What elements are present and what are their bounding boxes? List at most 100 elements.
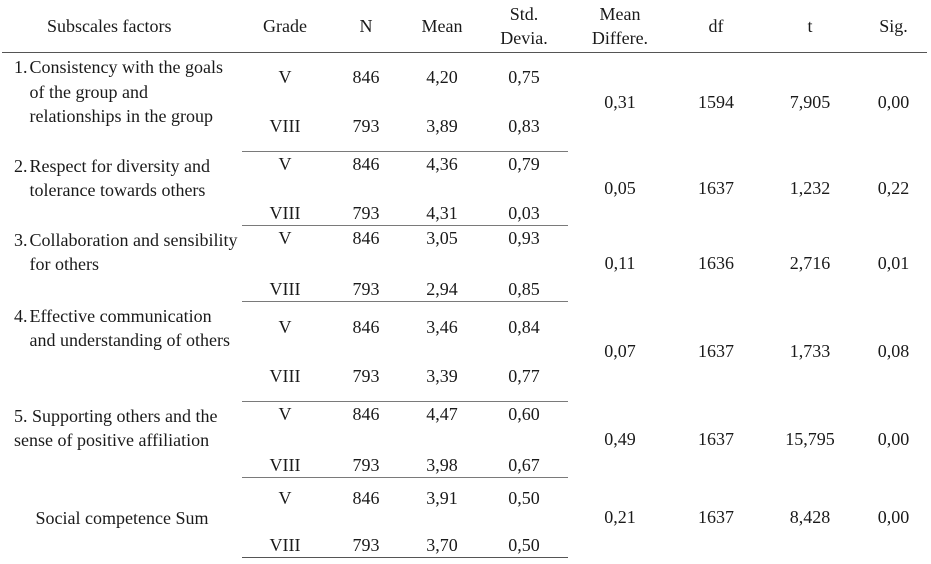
- n-cell: 846: [352, 228, 380, 248]
- n-cell: 846: [352, 404, 380, 424]
- mean-difference-cell: 0,21: [604, 507, 636, 528]
- table-row: 4. Effective communication and understan…: [2, 302, 927, 362]
- header-md-line2: Differe.: [591, 28, 649, 48]
- header-std-line1: Std.: [509, 3, 539, 24]
- header-std-deviation: Std. Devia.: [480, 0, 568, 53]
- table-row: 5. Supporting others and the sense of po…: [2, 402, 927, 450]
- table-row: VIII 793 3,70 0,50: [2, 517, 927, 558]
- std-cell: 0,79: [508, 154, 540, 174]
- factor-number: 2.: [14, 155, 28, 176]
- factor-label: Consistency with the goals of the group …: [29, 57, 223, 126]
- df-cell: 1637: [698, 429, 734, 450]
- header-std-line2: Devia.: [500, 28, 548, 48]
- n-cell: 793: [328, 101, 404, 152]
- std-cell: 0,83: [480, 101, 568, 152]
- factor-label: Respect for diversity and tolerance towa…: [29, 155, 210, 201]
- header-md-line1: Mean: [599, 3, 641, 24]
- df-cell: 1637: [698, 341, 734, 362]
- mean-cell: 4,31: [404, 188, 480, 226]
- table-row: 1. Consistency with the goals of the gro…: [2, 53, 927, 126]
- grade-cell: VIII: [242, 517, 328, 558]
- factor-cell: 2. Respect for diversity and tolerance t…: [2, 152, 242, 226]
- n-cell: 846: [352, 67, 380, 87]
- n-cell: 846: [352, 316, 380, 337]
- grade-cell: VIII: [242, 351, 328, 402]
- grade-cell: V: [278, 67, 292, 87]
- std-cell: 0,03: [480, 188, 568, 226]
- std-cell: 0,75: [508, 67, 540, 87]
- t-cell: 1,733: [789, 341, 831, 362]
- std-cell: 0,93: [508, 228, 540, 248]
- df-cell: 1637: [698, 507, 734, 528]
- n-cell: 846: [352, 154, 380, 174]
- grade-cell: V: [278, 316, 292, 337]
- t-cell: 7,905: [789, 92, 831, 112]
- grade-cell: V: [278, 404, 292, 424]
- mean-cell: 4,20: [426, 67, 458, 87]
- t-cell: 8,428: [789, 507, 831, 528]
- std-cell: 0,50: [508, 487, 540, 508]
- table-row: VIII 793 2,94 0,85: [2, 263, 927, 302]
- table-row: 2. Respect for diversity and tolerance t…: [2, 152, 927, 200]
- std-cell: 0,77: [480, 351, 568, 402]
- sig-cell: 0,00: [877, 507, 910, 528]
- t-cell: 2,716: [789, 253, 831, 274]
- mean-cell: 3,89: [404, 101, 480, 152]
- header-grade: Grade: [242, 0, 328, 53]
- n-cell: 793: [328, 263, 404, 302]
- table-row: 3. Collaboration and sensibility for oth…: [2, 226, 927, 274]
- header-mean: Mean: [404, 0, 480, 53]
- factor-label: Collaboration and sensibility for others: [29, 229, 238, 275]
- factor-number: 4.: [14, 305, 28, 326]
- factor-number: 3.: [14, 229, 28, 250]
- mean-cell: 3,91: [426, 487, 458, 508]
- mean-cell: 3,46: [426, 316, 458, 337]
- factor-label: 5. Supporting others and the sense of po…: [14, 405, 218, 451]
- factor-cell: 4. Effective communication and understan…: [2, 302, 242, 402]
- mean-difference-cell: 0,07: [604, 341, 636, 362]
- table-row: Social competence Sum V 846 3,91 0,50 0,…: [2, 478, 927, 528]
- grade-cell: VIII: [242, 263, 328, 302]
- header-sig: Sig.: [860, 0, 927, 53]
- std-cell: 0,84: [508, 316, 540, 337]
- t-cell: 1,232: [789, 178, 831, 199]
- n-cell: 793: [328, 351, 404, 402]
- mean-cell: 3,39: [404, 351, 480, 402]
- table-row: VIII 793 4,31 0,03: [2, 188, 927, 226]
- sig-cell: 0,01: [877, 253, 910, 274]
- table-row: VIII 793 3,39 0,77: [2, 351, 927, 402]
- factor-number: 1.: [14, 57, 28, 77]
- header-t: t: [760, 0, 860, 53]
- mean-cell: 3,98: [404, 439, 480, 478]
- mean-difference-cell: 0,11: [604, 253, 636, 274]
- mean-cell: 3,05: [426, 228, 458, 248]
- mean-cell: 4,36: [426, 154, 458, 174]
- mean-cell: 2,94: [404, 263, 480, 302]
- grade-cell: V: [278, 487, 292, 508]
- factor-cell: Social competence Sum: [2, 478, 242, 558]
- table-header-row: Subscales factors Grade N Mean Std. Devi…: [2, 0, 927, 53]
- n-cell: 846: [352, 487, 380, 508]
- sig-cell: 0,00: [877, 92, 910, 112]
- sig-cell: 0,22: [877, 178, 910, 199]
- header-subscales-factors: Subscales factors: [2, 0, 242, 53]
- std-cell: 0,50: [480, 517, 568, 558]
- df-cell: 1636: [698, 253, 734, 274]
- mean-difference-cell: 0,05: [604, 178, 636, 199]
- n-cell: 793: [328, 188, 404, 226]
- std-cell: 0,67: [480, 439, 568, 478]
- grade-cell: VIII: [242, 439, 328, 478]
- social-competence-sum-label: Social competence Sum: [35, 507, 209, 528]
- factor-cell: 5. Supporting others and the sense of po…: [2, 402, 242, 478]
- df-cell: 1637: [698, 178, 734, 199]
- n-cell: 793: [328, 517, 404, 558]
- n-cell: 793: [328, 439, 404, 478]
- header-mean-difference: Mean Differe.: [568, 0, 672, 53]
- table-row: VIII 793 3,98 0,67: [2, 439, 927, 478]
- mean-cell: 4,47: [426, 404, 458, 424]
- header-df: df: [672, 0, 760, 53]
- df-cell: 1594: [698, 92, 734, 112]
- grade-cell: VIII: [242, 188, 328, 226]
